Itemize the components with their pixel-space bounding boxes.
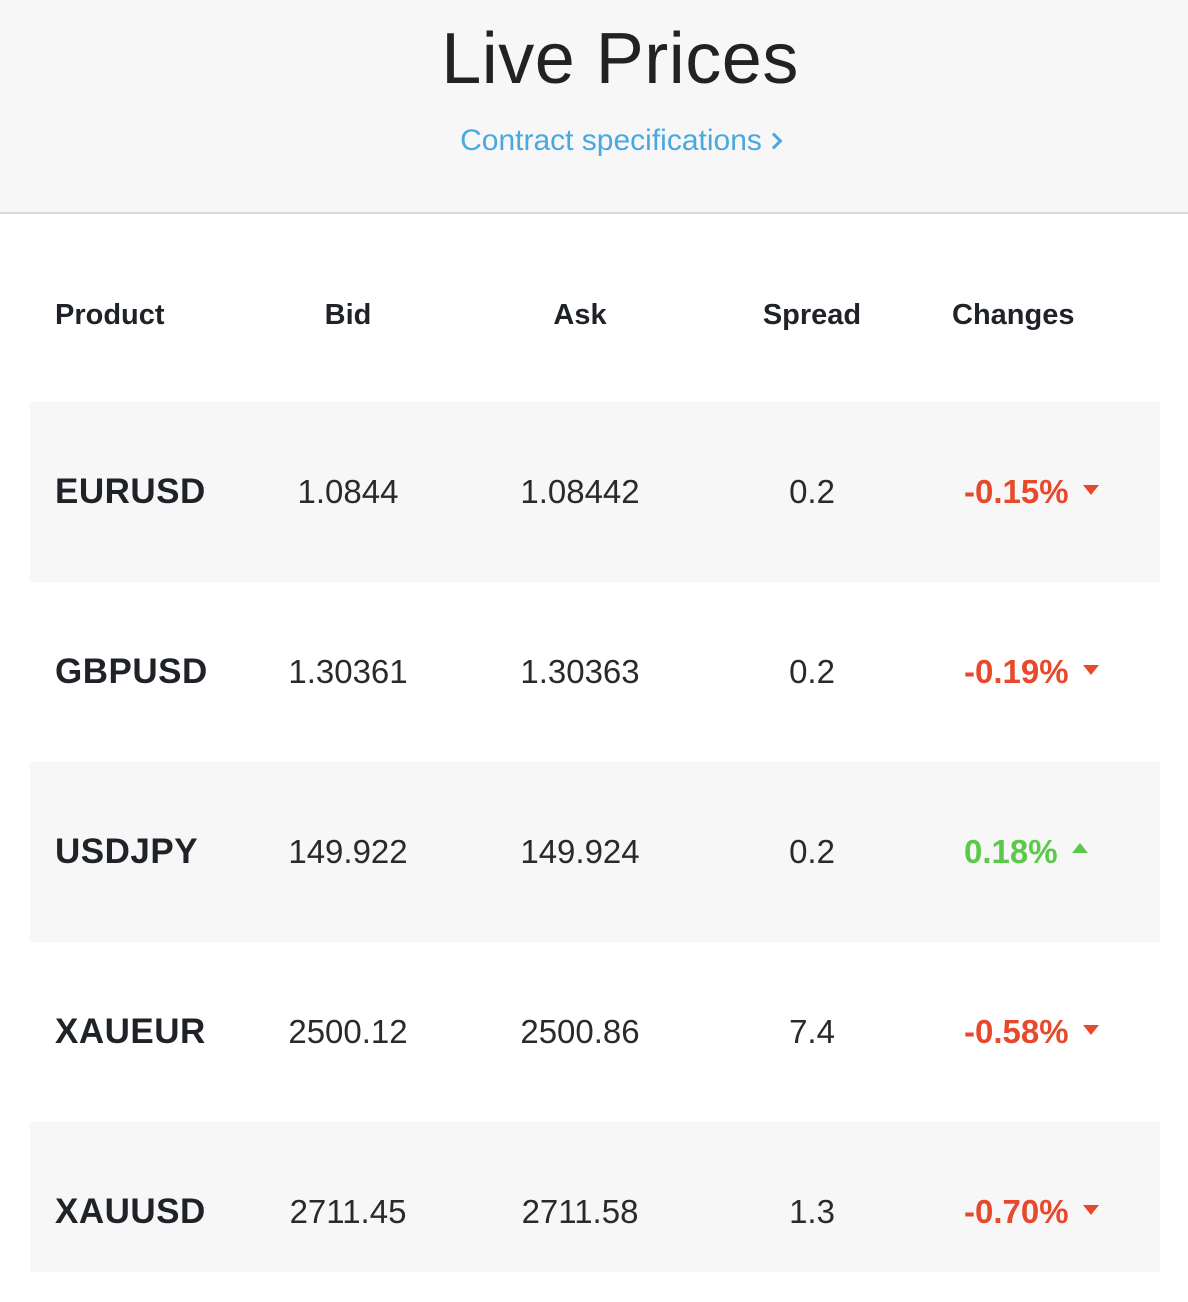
change-cell: -0.19% [964, 582, 1164, 762]
spread-cell: 0.2 [789, 473, 835, 510]
ask-cell: 149.924 [520, 833, 640, 870]
table-row[interactable]: EURUSD 1.0844 1.08442 0.2 -0.15% [30, 402, 1160, 582]
bid-cell: 1.0844 [297, 473, 399, 510]
page-title: Live Prices [441, 19, 799, 99]
spread-cell: 0.2 [789, 833, 835, 870]
change-cell: -0.58% [964, 942, 1164, 1122]
bid-cell: 1.30361 [288, 653, 408, 690]
column-header-bid: Bid [324, 298, 372, 331]
ask-cell: 2500.86 [520, 1013, 640, 1050]
product-cell: EURUSD [55, 472, 206, 511]
change-cell: 0.18% [964, 762, 1164, 942]
ask-cell: 1.08442 [520, 473, 640, 510]
triangle-down-icon [1082, 665, 1099, 675]
product-cell: GBPUSD [55, 652, 208, 691]
triangle-down-icon [1082, 1205, 1099, 1215]
change-value: -0.19% [964, 653, 1069, 690]
bid-cell: 2711.45 [289, 1193, 407, 1230]
column-header-changes: Changes [952, 298, 1075, 331]
column-header-ask: Ask [553, 298, 607, 331]
triangle-down-icon [1082, 1025, 1099, 1035]
column-header-product: Product [55, 298, 165, 331]
contract-specifications-link[interactable]: Contract specifications [0, 124, 1188, 158]
change-cell: -0.15% [964, 402, 1164, 582]
product-cell: USDJPY [55, 832, 199, 871]
table-header: Product Bid Ask Spread Changes [30, 270, 1160, 360]
ask-cell: 2711.58 [521, 1193, 639, 1230]
product-cell: XAUEUR [55, 1012, 206, 1051]
page-header: Live Prices Contract specifications [0, 0, 1188, 214]
product-cell: XAUUSD [55, 1192, 206, 1231]
chevron-right-icon [765, 132, 783, 150]
spread-cell: 0.2 [789, 653, 835, 690]
change-value: -0.15% [964, 473, 1069, 510]
contract-specifications-label: Contract specifications [460, 124, 762, 157]
change-value: -0.70% [964, 1193, 1069, 1230]
change-cell: -0.70% [964, 1122, 1164, 1302]
table-row[interactable]: GBPUSD 1.30361 1.30363 0.2 -0.19% [30, 582, 1160, 762]
spread-cell: 1.3 [789, 1193, 835, 1230]
bid-cell: 149.922 [288, 833, 408, 870]
change-value: 0.18% [964, 833, 1058, 870]
spread-cell: 7.4 [789, 1013, 835, 1050]
triangle-down-icon [1082, 485, 1099, 495]
table-row[interactable]: XAUUSD 2711.45 2711.58 1.3 -0.70% [30, 1122, 1160, 1272]
table-row[interactable]: USDJPY 149.922 149.924 0.2 0.18% [30, 762, 1160, 942]
ask-cell: 1.30363 [520, 653, 640, 690]
table-row[interactable]: XAUEUR 2500.12 2500.86 7.4 -0.58% [30, 942, 1160, 1122]
triangle-up-icon [1071, 843, 1088, 853]
change-value: -0.58% [964, 1013, 1069, 1050]
bid-cell: 2500.12 [288, 1013, 408, 1050]
column-header-spread: Spread [762, 298, 862, 331]
